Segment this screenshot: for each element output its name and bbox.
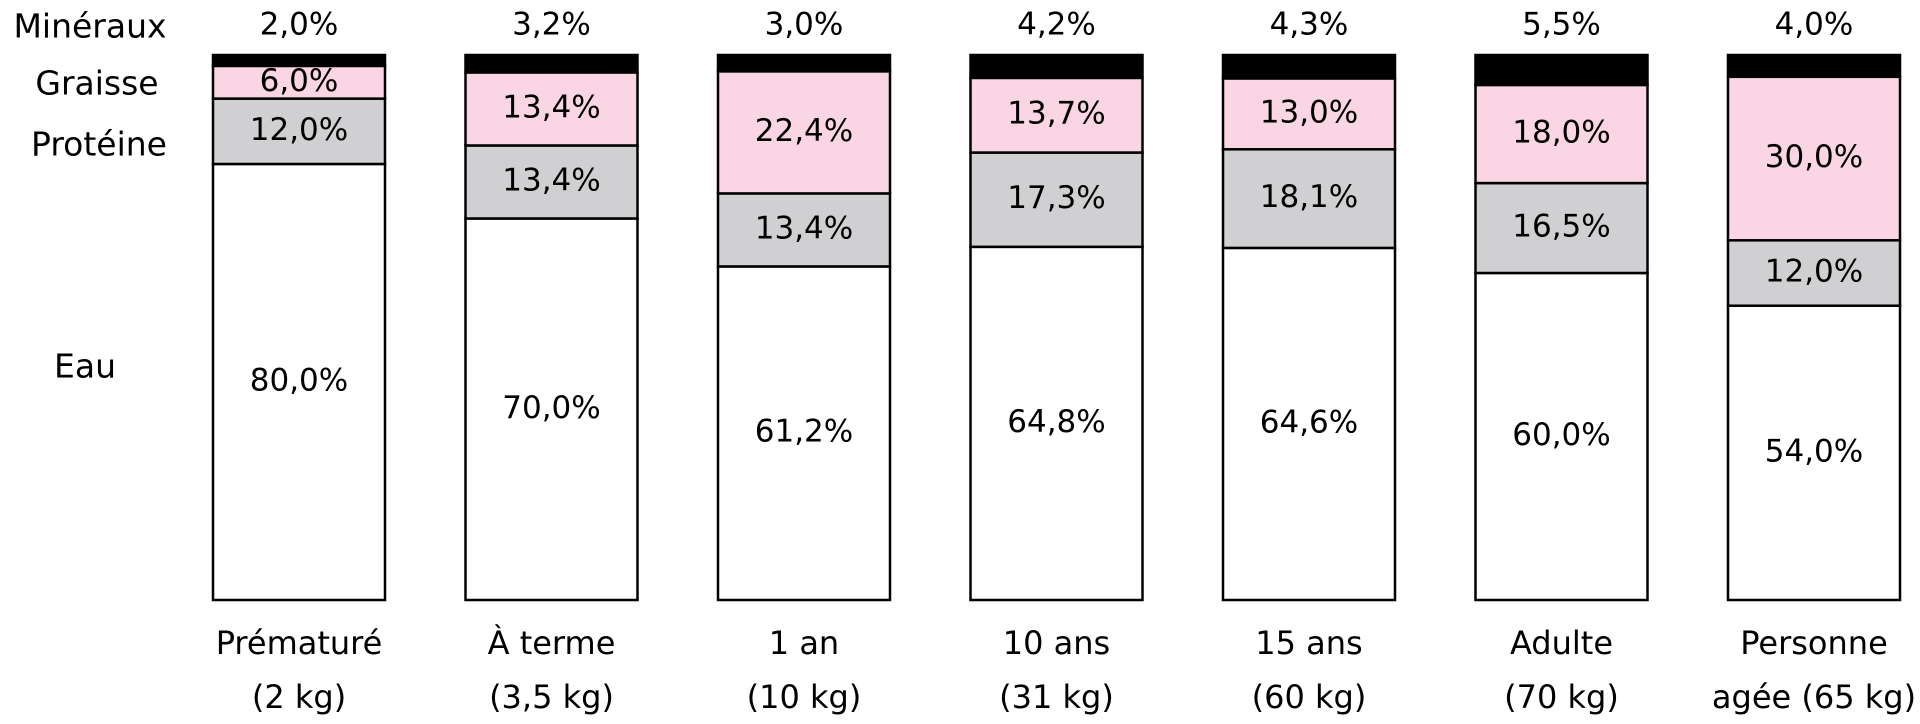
segment-mineraux: [211, 53, 387, 68]
category-label-line1: 15 ans: [1255, 624, 1362, 662]
bar-5: 64,6% 18,1% 13,0%: [1221, 53, 1397, 602]
bar-2: 70,0% 13,4% 13,4%: [464, 53, 639, 602]
label-proteine: 17,3%: [1007, 180, 1105, 216]
label-mineraux: 3,0%: [765, 7, 844, 43]
category-label-line1: À terme: [488, 624, 616, 662]
label-mineraux: 4,3%: [1270, 7, 1349, 43]
category-label-line2: (31 kg): [999, 678, 1114, 716]
segment-mineraux: [1474, 53, 1649, 87]
label-eau: 80,0%: [250, 363, 348, 399]
segment-mineraux: [969, 53, 1144, 80]
category-label-line1: Personne: [1740, 624, 1888, 662]
category-label-line1: 1 an: [769, 624, 839, 662]
legend-graisse: Graisse: [35, 64, 158, 103]
bar-4: 64,8% 17,3% 13,7%: [969, 53, 1144, 602]
segment-eau: [464, 217, 639, 602]
category-label-line2: agée (65 kg): [1712, 678, 1916, 716]
label-eau: 54,0%: [1765, 433, 1863, 469]
label-graisse: 18,0%: [1512, 115, 1610, 151]
label-proteine: 16,5%: [1512, 209, 1610, 245]
category-label-line2: (10 kg): [747, 678, 862, 716]
segment-eau: [1221, 246, 1397, 602]
segment-graisse: [716, 70, 892, 195]
segment-graisse: [1474, 83, 1649, 185]
segment-proteine: [211, 97, 387, 166]
label-eau: 60,0%: [1512, 417, 1610, 453]
segment-proteine: [969, 151, 1144, 249]
category-label-line2: (2 kg): [252, 678, 346, 716]
label-mineraux: 5,5%: [1522, 7, 1601, 43]
segment-mineraux: [464, 53, 639, 74]
segment-proteine: [1474, 181, 1649, 275]
segment-eau: [1474, 271, 1649, 602]
segment-graisse: [464, 71, 639, 147]
bars: 80,0% 12,0% 6,0% 70,0% 13,4% 13,4% 61,2% 13,4% 2…: [211, 53, 1902, 602]
label-eau: 61,2%: [755, 414, 853, 450]
label-graisse: 22,4%: [755, 113, 853, 149]
label-proteine: 13,4%: [755, 210, 853, 246]
label-graisse: 13,7%: [1007, 96, 1105, 132]
bar-6: 60,0% 16,5% 18,0%: [1474, 53, 1649, 602]
legend-eau: Eau: [54, 347, 116, 386]
segment-graisse: [969, 76, 1144, 154]
category-label-line1: Prématuré: [216, 624, 383, 662]
segment-eau: [969, 245, 1144, 602]
segment-mineraux: [716, 53, 892, 73]
legend-proteine: Protéine: [31, 125, 167, 164]
label-proteine: 18,1%: [1260, 179, 1358, 215]
bar-1: 80,0% 12,0% 6,0%: [211, 53, 387, 602]
category-label-line2: (3,5 kg): [489, 678, 614, 716]
label-mineraux: 4,0%: [1775, 7, 1854, 43]
label-eau: 64,6%: [1260, 404, 1358, 440]
label-graisse: 6,0%: [260, 63, 339, 99]
bar-7: 54,0% 12,0% 30,0%: [1726, 53, 1902, 602]
legend: Eau Protéine Graisse Minéraux: [13, 7, 167, 386]
label-mineraux: 4,2%: [1017, 7, 1096, 43]
segment-mineraux: [1726, 53, 1902, 79]
segment-proteine: [1726, 239, 1902, 307]
category-label-line1: 10 ans: [1003, 624, 1110, 662]
segment-eau: [1726, 304, 1902, 602]
label-mineraux: 3,2%: [512, 7, 591, 43]
label-proteine: 12,0%: [250, 112, 348, 148]
label-graisse: 30,0%: [1765, 139, 1863, 175]
category-label-line2: (70 kg): [1504, 678, 1619, 716]
label-proteine: 13,4%: [502, 162, 600, 198]
category-label-line1: Adulte: [1510, 624, 1613, 662]
category-labels: Prématuré (2 kg) À terme (3,5 kg) 1 an (10 kg…: [216, 624, 1916, 716]
top-labels: 2,0% 3,2% 3,0% 4,2% 4,3% 5,5% 4,0%: [260, 7, 1854, 43]
label-graisse: 13,4%: [502, 89, 600, 125]
label-graisse: 13,0%: [1260, 94, 1358, 130]
segment-graisse: [1221, 77, 1397, 151]
label-proteine: 12,0%: [1765, 254, 1863, 290]
segment-eau: [211, 162, 387, 602]
label-eau: 64,8%: [1007, 404, 1105, 440]
segment-graisse: [1726, 75, 1902, 242]
segment-mineraux: [1221, 53, 1397, 80]
label-eau: 70,0%: [502, 390, 600, 426]
segment-proteine: [716, 192, 892, 268]
bar-3: 61,2% 13,4% 22,4%: [716, 53, 892, 602]
category-label-line2: (60 kg): [1252, 678, 1367, 716]
segment-eau: [716, 265, 892, 602]
label-mineraux: 2,0%: [260, 7, 339, 43]
segment-proteine: [464, 144, 639, 220]
legend-mineraux: Minéraux: [13, 7, 166, 46]
